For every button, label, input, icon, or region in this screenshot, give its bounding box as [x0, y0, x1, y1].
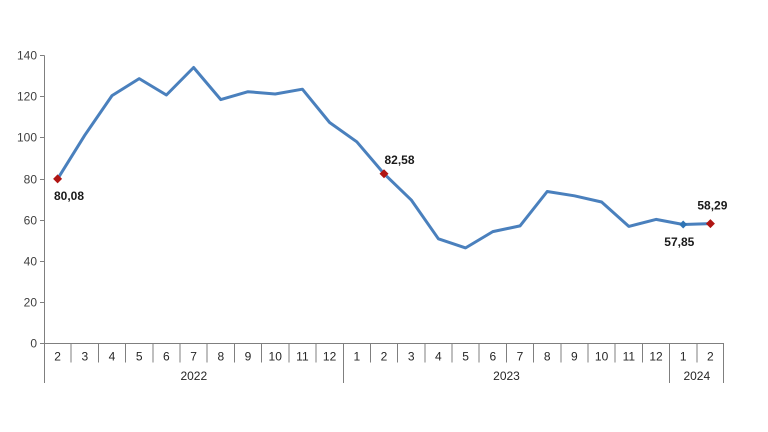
svg-text:12: 12: [323, 350, 337, 364]
svg-text:7: 7: [190, 350, 197, 364]
svg-text:4: 4: [109, 350, 116, 364]
svg-text:2: 2: [707, 350, 714, 364]
svg-text:10: 10: [595, 350, 609, 364]
svg-text:11: 11: [623, 350, 636, 364]
svg-text:2024: 2024: [683, 369, 710, 383]
svg-text:82,58: 82,58: [384, 153, 414, 167]
svg-text:3: 3: [408, 350, 415, 364]
svg-text:60: 60: [24, 214, 38, 228]
svg-text:2023: 2023: [493, 369, 520, 383]
svg-text:2: 2: [54, 350, 61, 364]
svg-text:57,85: 57,85: [664, 235, 694, 249]
svg-text:8: 8: [544, 350, 551, 364]
svg-text:6: 6: [163, 350, 170, 364]
svg-text:80,08: 80,08: [54, 189, 84, 203]
svg-text:1: 1: [680, 350, 687, 364]
svg-text:3: 3: [81, 350, 88, 364]
svg-text:40: 40: [24, 255, 38, 269]
svg-text:10: 10: [269, 350, 283, 364]
svg-text:120: 120: [17, 90, 37, 104]
svg-text:80: 80: [24, 173, 38, 187]
svg-text:20: 20: [24, 296, 38, 310]
svg-text:58,29: 58,29: [697, 198, 727, 212]
svg-text:100: 100: [17, 131, 37, 145]
svg-text:7: 7: [517, 350, 524, 364]
svg-text:9: 9: [245, 350, 252, 364]
svg-text:1: 1: [353, 350, 360, 364]
svg-text:5: 5: [136, 350, 143, 364]
svg-text:9: 9: [571, 350, 578, 364]
svg-text:12: 12: [649, 350, 663, 364]
svg-text:0: 0: [30, 337, 37, 351]
svg-text:2022: 2022: [180, 369, 207, 383]
svg-text:11: 11: [296, 350, 309, 364]
svg-text:8: 8: [217, 350, 224, 364]
svg-text:5: 5: [462, 350, 469, 364]
svg-text:2: 2: [381, 350, 388, 364]
svg-text:6: 6: [489, 350, 496, 364]
svg-text:4: 4: [435, 350, 442, 364]
svg-text:140: 140: [17, 49, 37, 63]
